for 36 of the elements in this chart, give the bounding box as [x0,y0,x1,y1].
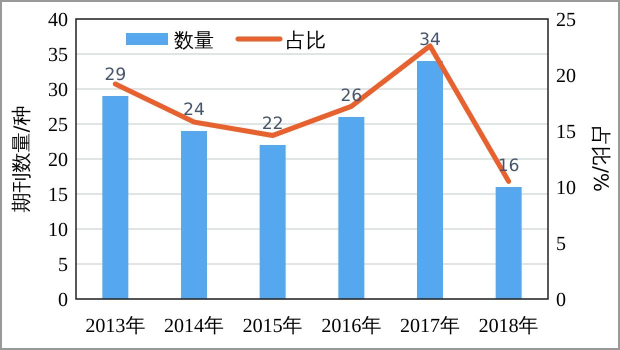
y2-axis-title: 占比/% [589,126,613,192]
bar [417,61,443,299]
bar [496,187,522,299]
y2-tick-label: 15 [556,121,576,143]
legend-label: 占比 [286,28,326,52]
x-tick-label: 2018年 [478,315,539,337]
bar [181,131,207,299]
y-tick-label: 35 [48,44,68,66]
x-tick-label: 2015年 [242,315,303,337]
x-tick-label: 2017年 [400,315,460,337]
y-tick-label: 5 [58,254,68,276]
bar [260,145,286,299]
y-axis-title: 期刊数量/种 [9,106,33,212]
y-tick-label: 40 [48,9,68,31]
bar [102,96,128,299]
y2-tick-label: 25 [556,9,576,31]
data-label: 22 [262,114,284,134]
y-tick-label: 30 [48,79,68,101]
bar [338,117,364,299]
y2-tick-label: 10 [556,177,576,199]
legend-label: 数量 [174,28,214,52]
y-tick-label: 15 [48,184,68,206]
x-tick-label: 2013年 [85,315,146,337]
data-label: 34 [419,30,441,50]
y-tick-label: 10 [48,219,68,241]
data-label: 26 [340,86,362,106]
y2-tick-label: 5 [556,233,566,255]
y-tick-label: 25 [48,114,68,136]
x-tick-label: 2016年 [321,315,382,337]
y2-tick-label: 20 [556,65,576,87]
x-tick-label: 2014年 [164,315,224,337]
data-label: 24 [183,100,205,120]
data-label: 29 [104,65,126,85]
y2-tick-label: 0 [556,289,566,311]
y-tick-label: 0 [58,289,68,311]
y-tick-label: 20 [48,149,68,171]
